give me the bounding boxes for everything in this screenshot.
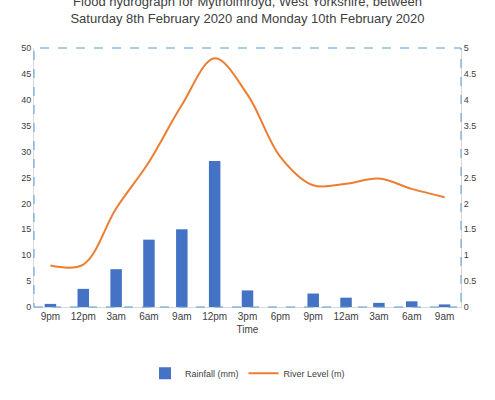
- svg-text:3: 3: [464, 147, 469, 157]
- svg-text:5: 5: [464, 43, 469, 53]
- svg-text:40: 40: [21, 95, 31, 105]
- svg-text:3am: 3am: [106, 311, 125, 322]
- svg-text:1: 1: [464, 250, 469, 260]
- svg-text:5: 5: [26, 276, 31, 286]
- svg-text:2.5: 2.5: [464, 173, 477, 183]
- svg-text:0: 0: [26, 302, 31, 312]
- svg-text:12pm: 12pm: [71, 311, 96, 322]
- svg-text:Flood hydrograph for Mytholmro: Flood hydrograph for Mytholmroyd, West Y…: [70, 0, 424, 26]
- svg-text:Time: Time: [237, 324, 259, 335]
- svg-text:6am: 6am: [139, 311, 158, 322]
- svg-text:12am: 12am: [334, 311, 359, 322]
- svg-text:9pm: 9pm: [41, 311, 60, 322]
- svg-text:0: 0: [464, 302, 469, 312]
- svg-text:3am: 3am: [369, 311, 388, 322]
- svg-text:6pm: 6pm: [271, 311, 290, 322]
- svg-text:4.5: 4.5: [464, 69, 477, 79]
- svg-text:35: 35: [21, 121, 31, 131]
- svg-text:20: 20: [21, 199, 31, 209]
- svg-text:1.5: 1.5: [464, 224, 477, 234]
- svg-text:2: 2: [464, 199, 469, 209]
- svg-text:9am: 9am: [435, 311, 454, 322]
- svg-text:3.5: 3.5: [464, 121, 477, 131]
- svg-text:River Level (m): River Level (m): [284, 369, 345, 379]
- svg-text:12pm: 12pm: [202, 311, 227, 322]
- svg-text:4: 4: [464, 95, 469, 105]
- svg-text:15: 15: [21, 224, 31, 234]
- svg-text:Rainfall (mm): Rainfall (mm): [185, 369, 239, 379]
- svg-text:45: 45: [21, 69, 31, 79]
- svg-text:25: 25: [21, 173, 31, 183]
- svg-text:9am: 9am: [172, 311, 191, 322]
- svg-text:6am: 6am: [402, 311, 421, 322]
- svg-text:9pm: 9pm: [303, 311, 322, 322]
- svg-text:3pm: 3pm: [238, 311, 257, 322]
- svg-text:0.5: 0.5: [464, 276, 477, 286]
- svg-text:50: 50: [21, 43, 31, 53]
- svg-text:30: 30: [21, 147, 31, 157]
- svg-text:10: 10: [21, 250, 31, 260]
